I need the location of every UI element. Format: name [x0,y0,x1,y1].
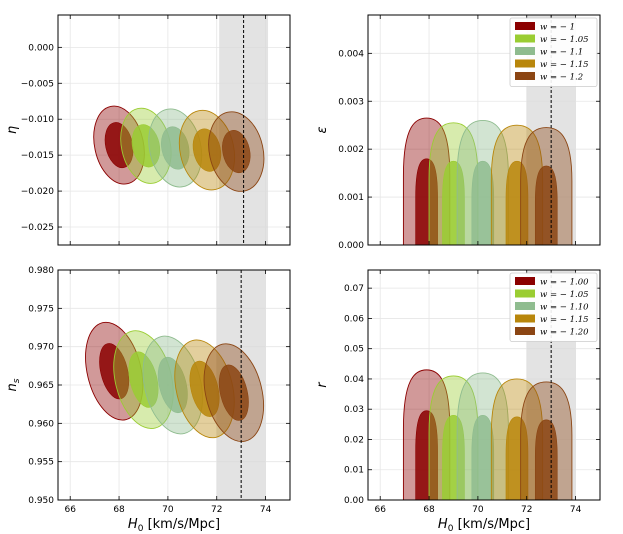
plot-area-epsilon [402,15,576,245]
ytick-label-ns-2: 0.960 [28,419,54,429]
contour-68-epsilon-4 [534,165,558,245]
ytick-label-r-7: 0.07 [344,284,364,294]
contour-68-r-0 [415,410,438,500]
contour-68-r-3 [505,416,529,500]
legend-label-r-2: w = − 1.10 [540,303,589,313]
ytick-label-epsilon-1: 0.001 [338,193,364,203]
axes-frame-epsilon [367,14,601,246]
ytick-label-ns-6: 0.980 [28,266,54,276]
panel-ns: 66 68 70 72 74 0.950 0.955 0.960 0.965 0.970 0.975… [5,266,291,534]
contour-68-ns-2 [157,356,188,414]
legend-label-r-0: w = − 1.00 [540,278,589,288]
xtick-label-ns-0: 66 [64,505,76,515]
legend-label-epsilon-3: w = − 1.15 [540,60,589,70]
ytick-label-eta-3: −0.015 [21,151,54,161]
xlabel-r: H0 [km/s/Mpc] [438,517,530,534]
xtick-label-ns-1: 68 [113,505,125,515]
plot-area-eta [93,15,269,245]
axes-frame-r [367,269,601,501]
plot-area-ns [85,270,266,500]
ytick-label-r-2: 0.02 [344,435,364,445]
xtick-label-r-2: 70 [472,505,484,515]
contour-68-epsilon-2 [471,160,495,245]
xtick-label-ns-4: 74 [260,505,272,515]
ytick-label-ns-5: 0.975 [28,304,54,314]
contour-68-eta-2 [161,126,190,170]
legend-swatch-r-2 [515,302,535,310]
legend-label-epsilon-0: w = − 1 [540,23,575,33]
legend-label-r-1: w = − 1.05 [540,290,589,300]
contour-68-r-4 [534,419,558,500]
legend-label-r-3: w = − 1.15 [540,315,589,325]
ytick-label-epsilon-2: 0.002 [338,145,364,155]
ytick-label-eta-2: −0.010 [21,115,55,125]
xlabel-ns: H0 [km/s/Mpc] [128,517,220,534]
contour-68-r-2 [471,414,495,500]
ytick-label-epsilon-4: 0.004 [338,49,364,59]
xtick-label-ns-3: 72 [211,505,222,515]
ytick-label-eta-1: −0.005 [21,79,54,89]
ytick-label-ns-1: 0.955 [28,458,54,468]
xtick-label-r-4: 74 [570,505,582,515]
legend-label-r-4: w = − 1.20 [540,328,589,338]
legend-swatch-epsilon-3 [515,59,535,68]
legend-swatch-epsilon-4 [515,72,535,80]
legend-label-epsilon-2: w = − 1.1 [540,48,583,58]
ytick-label-ns-0: 0.950 [28,496,54,506]
legend-label-epsilon-1: w = − 1.05 [540,35,589,45]
ytick-label-eta-0: 0.000 [28,43,54,53]
legend-swatch-r-0 [515,277,535,285]
contour-68-r-1 [442,414,465,500]
ytick-label-epsilon-0: 0.000 [338,241,364,251]
ytick-label-r-3: 0.03 [344,405,364,415]
ytick-label-r-1: 0.01 [344,466,364,476]
legend-swatch-r-4 [515,327,535,335]
ytick-label-epsilon-3: 0.003 [338,97,364,107]
ylabel-epsilon: ε [315,126,330,133]
ytick-label-ns-3: 0.965 [28,381,54,391]
contour-68-eta-3 [192,128,222,172]
axes-frame-eta [57,14,291,246]
xtick-label-r-3: 72 [521,505,532,515]
contour-68-epsilon-3 [505,160,529,245]
legend-r: w = − 1.00 w = − 1.05 w = − 1.10 w = − 1.15… [509,272,598,342]
ylabel-r: r [315,381,330,388]
ytick-label-r-5: 0.05 [344,345,364,355]
contour-68-eta-1 [131,124,161,168]
ytick-label-eta-4: −0.020 [21,187,55,197]
ytick-label-r-4: 0.04 [344,375,364,385]
legend-label-epsilon-4: w = − 1.2 [540,73,583,83]
xtick-label-ns-2: 70 [162,505,174,515]
ylabel-ns: ns [5,378,22,391]
legend-swatch-r-3 [515,314,535,323]
ytick-label-ns-4: 0.970 [28,343,54,353]
legend-epsilon: w = − 1 w = − 1.05 w = − 1.1 w = − 1.15 w = … [509,17,598,87]
panel-eta: 0.000 −0.005 −0.010 −0.015 −0.020 −0.025 η [5,14,291,246]
ytick-label-eta-5: −0.025 [21,223,54,233]
ytick-label-r-0: 0.00 [344,496,364,506]
contour-68-epsilon-1 [442,160,465,245]
legend-swatch-epsilon-0 [515,22,535,30]
legend-swatch-epsilon-2 [515,47,535,55]
xtick-label-r-0: 66 [374,505,386,515]
panel-r: 66 68 70 72 74 0.00 0.01 0.02 0.03 0.04 0.05 0.06 0.… [315,269,601,534]
ytick-label-r-6: 0.06 [344,314,364,324]
xtick-label-r-1: 68 [423,505,435,515]
legend-swatch-r-1 [515,289,535,298]
legend-swatch-epsilon-1 [515,34,535,43]
ylabel-eta: η [5,126,20,134]
contour-68-epsilon-0 [415,158,438,245]
